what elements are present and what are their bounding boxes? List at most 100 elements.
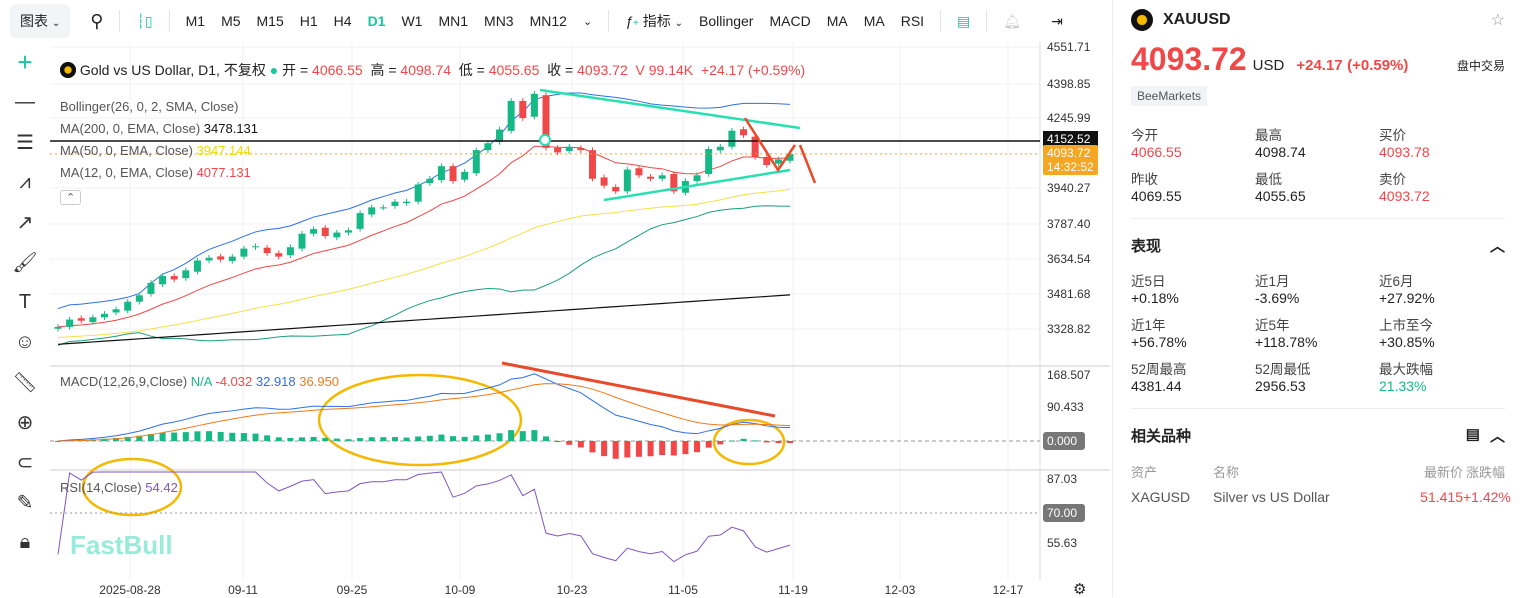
candle[interactable] [658,175,666,179]
highlight-ellipse[interactable] [712,418,786,466]
candle[interactable] [449,166,457,182]
candle[interactable] [124,301,132,311]
candle[interactable] [147,282,155,294]
candle[interactable] [751,136,759,158]
candle[interactable] [728,130,736,147]
quick-indicator-ma[interactable]: MA [863,13,885,29]
timeframe-mn3[interactable]: MN3 [484,13,514,29]
candle[interactable] [228,256,236,261]
related-row[interactable]: XAGUSD Silver vs US Dollar 51.415 +1.42% [1131,489,1511,505]
search-icon[interactable]: ⚲ [90,10,104,31]
candle[interactable] [298,233,306,249]
magnet-icon[interactable]: ⊂ [16,451,34,474]
candle[interactable] [484,143,492,151]
list-icon[interactable]: ▤ [1465,426,1480,443]
broker-badge[interactable]: BeeMarkets [1131,86,1208,106]
macd-legend[interactable]: MACD(12,26,9,Close) N/A -4.032 32.918 36… [60,374,339,389]
timeframe-mn12[interactable]: MN12 [529,13,567,29]
chevron-up-icon[interactable]: ︿ [1489,428,1505,445]
ma200-legend[interactable]: MA(200, 0, EMA, Close) 3478.131 [60,121,258,136]
candle[interactable] [252,246,260,248]
candle[interactable] [588,150,596,179]
timeframe-w1[interactable]: W1 [401,13,423,29]
bollinger-legend[interactable]: Bollinger(26, 0, 2, SMA, Close) [60,99,238,114]
candle[interactable] [693,175,701,182]
ma12-legend[interactable]: MA(12, 0, EMA, Close) 4077.131 [60,165,251,180]
candle[interactable] [774,159,782,164]
candle[interactable] [135,295,143,302]
forecast-tool-icon[interactable]: ↗ [16,211,34,234]
candle[interactable] [205,257,213,261]
trendline-drawing[interactable] [603,168,791,202]
candle[interactable] [740,129,748,136]
anchor-point[interactable] [539,134,551,146]
candle[interactable] [379,207,387,209]
candle[interactable] [705,148,713,174]
candle[interactable] [763,157,771,166]
rsi-legend[interactable]: RSI(14,Close) 54.42 [60,480,178,495]
macd-divergence-arrow[interactable] [501,361,776,418]
candle[interactable] [565,146,573,152]
arrow-drawing[interactable] [743,117,797,173]
alert-bell-icon[interactable]: 🔔︎ [1003,12,1022,29]
fib-tool-icon[interactable]: ☰ [16,131,34,154]
candle[interactable] [507,100,515,131]
candle[interactable] [112,309,120,313]
chevron-down-icon[interactable]: ⌄ [582,15,593,28]
candle[interactable] [89,317,97,323]
chart-menu[interactable]: 图表 ⌄ [10,4,71,38]
candle[interactable] [612,186,620,192]
collapse-legend-button[interactable]: ⌃ [60,190,82,205]
candle[interactable] [54,326,62,329]
candle[interactable] [310,229,318,234]
arrow-drawing[interactable] [798,144,817,184]
candle[interactable] [496,129,504,142]
candle[interactable] [77,318,85,321]
collapse-panel-icon[interactable]: ⇥ [1051,12,1063,29]
candle[interactable] [321,227,329,236]
candle[interactable] [577,148,585,151]
timeframe-d1[interactable]: D1 [367,13,386,29]
candle[interactable] [170,276,178,280]
line-tool-icon[interactable]: — [15,90,35,113]
candle[interactable] [391,201,399,207]
candle[interactable] [100,313,108,318]
ruler-icon[interactable]: 📏︎ [12,371,38,394]
candle[interactable] [530,93,538,117]
highlight-ellipse[interactable] [81,457,183,517]
lock-draw-icon[interactable]: ✎ [16,491,34,514]
candle[interactable] [275,253,283,257]
indicators-button[interactable]: ƒ+ 指标 ⌄ [625,13,683,29]
timeframe-mn1[interactable]: MN1 [438,13,469,29]
emoji-icon[interactable]: ☺ [14,330,36,353]
candle[interactable] [66,319,74,327]
crosshair-icon[interactable]: + [17,46,33,77]
highlight-ellipse[interactable] [317,373,523,467]
layout-icon[interactable]: ▤ [957,12,971,29]
chevron-up-icon[interactable]: ︿ [1489,238,1505,255]
timeframe-m5[interactable]: M5 [221,13,241,29]
chart-settings-icon[interactable]: ⚙ [1073,581,1087,598]
candle[interactable] [437,166,445,181]
quick-indicator-macd[interactable]: MACD [769,13,811,29]
candle[interactable] [426,178,434,184]
candle[interactable] [403,201,411,204]
candle[interactable] [356,213,364,229]
timeframe-m1[interactable]: M1 [185,13,206,29]
zoom-in-icon[interactable]: ⊕ [16,411,34,434]
candle[interactable] [368,207,376,215]
candle[interactable] [182,270,190,279]
lock-icon[interactable]: 🔒︎ [19,530,31,553]
timeframe-m15[interactable]: M15 [256,13,284,29]
candle[interactable] [623,169,631,192]
candle[interactable] [786,153,794,161]
candle[interactable] [344,230,352,233]
candle[interactable] [542,95,550,148]
candle[interactable] [635,168,643,176]
quick-indicator-rsi[interactable]: RSI [900,13,925,29]
candle[interactable] [286,247,294,256]
quick-indicator-ma[interactable]: MA [826,13,848,29]
candle[interactable] [217,256,225,260]
ma50-legend[interactable]: MA(50, 0, EMA, Close) 3947.144 [60,143,251,158]
candle[interactable] [414,184,422,202]
